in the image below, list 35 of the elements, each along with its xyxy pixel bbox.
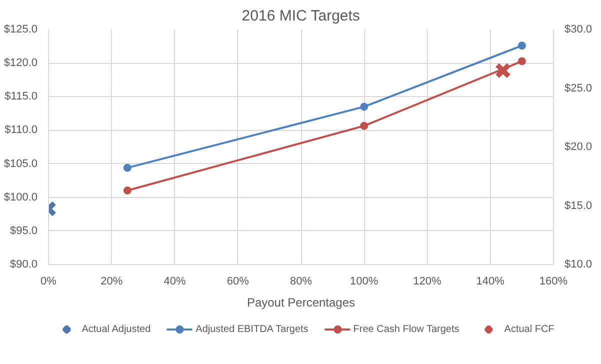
x-tick-label: 0% bbox=[40, 276, 57, 288]
y-tick-label: $110.0 bbox=[4, 124, 38, 136]
x-tick-label: 120% bbox=[413, 276, 442, 288]
x-tick-label: 40% bbox=[164, 276, 186, 288]
y2-tick-label: $30.0 bbox=[564, 24, 592, 36]
y2-tick-label: $25.0 bbox=[564, 82, 592, 94]
point bbox=[494, 62, 512, 79]
point bbox=[123, 186, 132, 194]
y2-tick-label: $20.0 bbox=[564, 141, 592, 153]
y-tick-label: $90.0 bbox=[10, 258, 38, 270]
point bbox=[518, 57, 526, 66]
x-tick-label: 140% bbox=[476, 276, 505, 288]
x-tick-label: 80% bbox=[290, 276, 312, 288]
y-tick-label: $125.0 bbox=[4, 24, 38, 36]
x-tick-label: 60% bbox=[226, 276, 250, 288]
x-tick-label: 100% bbox=[350, 276, 378, 288]
chart-title: 2016 MIC Targets bbox=[242, 8, 360, 24]
y2-tick-label: $10.0 bbox=[564, 258, 592, 270]
y2-tick-label: $15.0 bbox=[564, 200, 592, 212]
point bbox=[360, 102, 368, 111]
legend-label: Actual FCF bbox=[504, 324, 554, 334]
x-tick-label: 160% bbox=[539, 276, 568, 288]
point bbox=[123, 164, 132, 172]
y-tick-label: $115.0 bbox=[4, 90, 38, 103]
x-axis-title: Payout Percentages bbox=[246, 296, 356, 310]
y-tick-label: $95.0 bbox=[10, 224, 38, 237]
y-tick-label: $120.0 bbox=[4, 57, 38, 70]
legend-label: Adjusted EBITDA Targets bbox=[196, 324, 308, 334]
x-tick-label: 20% bbox=[100, 276, 123, 288]
legend-label: Actual Adjusted bbox=[82, 324, 151, 334]
y-tick-label: $100.0 bbox=[4, 191, 38, 204]
y-tick-label: $105.0 bbox=[4, 158, 38, 170]
point bbox=[360, 122, 368, 130]
point bbox=[518, 42, 526, 50]
legend-label: Free Cash Flow Targets bbox=[353, 324, 460, 334]
